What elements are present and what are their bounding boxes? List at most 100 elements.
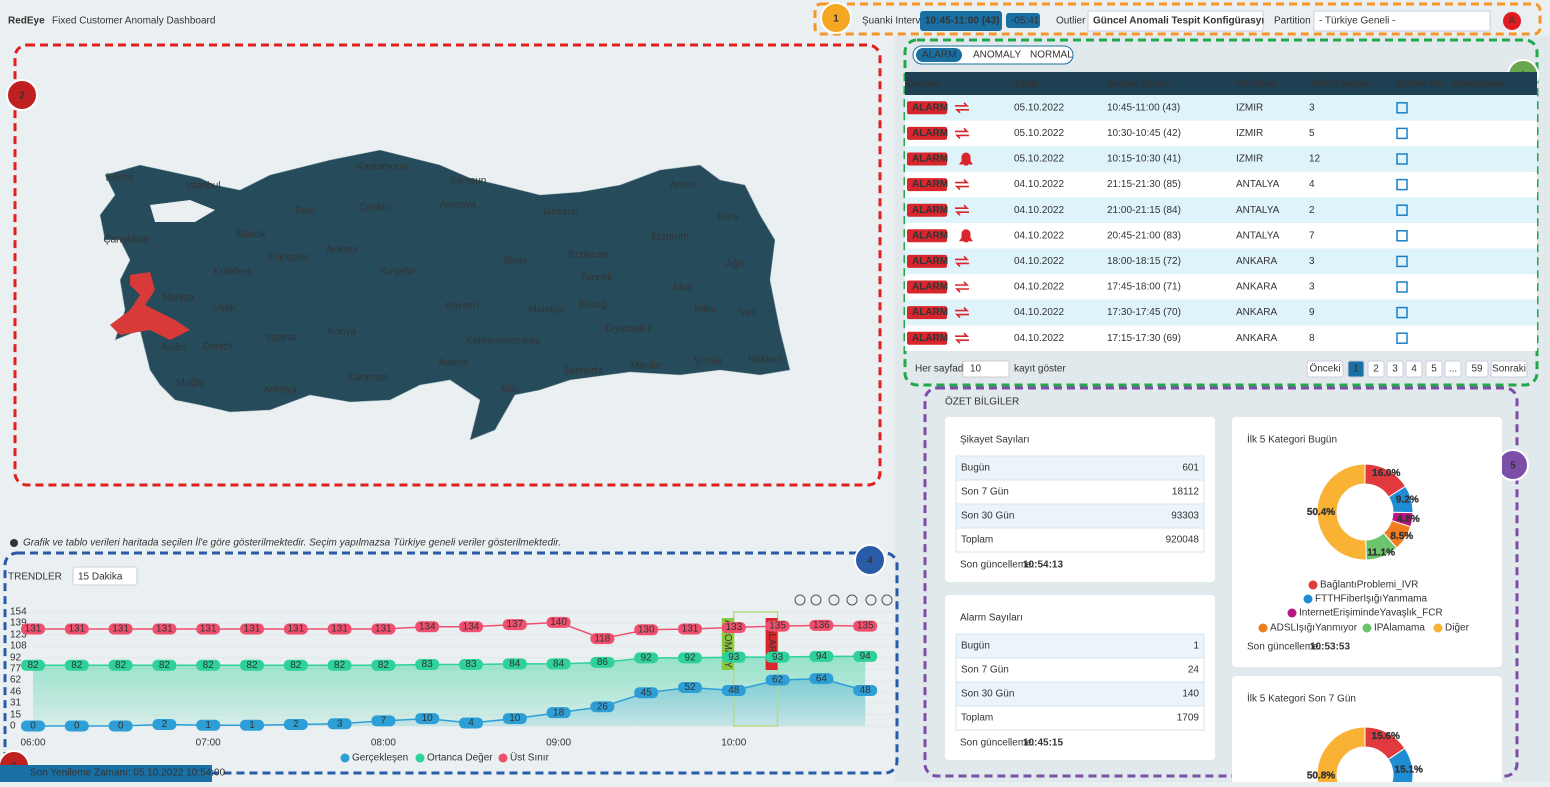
toolbar-icon[interactable] bbox=[810, 594, 822, 606]
page-button[interactable] bbox=[1405, 360, 1423, 378]
province-label[interactable]: Antalya bbox=[263, 385, 297, 396]
page-button[interactable] bbox=[1425, 360, 1443, 378]
page-link[interactable]: 59 bbox=[1471, 364, 1483, 375]
tab[interactable]: NORMAL bbox=[1030, 50, 1073, 61]
legend-marker[interactable] bbox=[1287, 608, 1297, 618]
tab[interactable]: ANOMALY bbox=[973, 50, 1021, 61]
province-label[interactable]: Sivas bbox=[503, 256, 527, 267]
edit-icon[interactable] bbox=[1396, 178, 1408, 191]
province-label[interactable]: Amasya bbox=[440, 200, 477, 211]
page-link[interactable]: 1 bbox=[1353, 364, 1359, 375]
legend-label[interactable]: IPAlamama bbox=[1374, 623, 1425, 634]
province-label[interactable]: Hakkari bbox=[748, 355, 782, 366]
toolbar-icon[interactable] bbox=[846, 594, 858, 606]
donut-slice[interactable] bbox=[1387, 747, 1414, 787]
column-header[interactable]: Tarih bbox=[1014, 79, 1038, 90]
province-label[interactable]: Şanlıurfa bbox=[563, 366, 603, 377]
partition-select[interactable] bbox=[1313, 10, 1491, 32]
page-button[interactable] bbox=[1347, 360, 1365, 378]
province-label[interactable]: Van bbox=[739, 308, 756, 319]
page-link[interactable]: 5 bbox=[1431, 364, 1437, 375]
toolbar-icon[interactable] bbox=[794, 594, 806, 606]
province-label[interactable]: Diyarbakır bbox=[605, 324, 651, 335]
tab-active[interactable] bbox=[916, 48, 962, 62]
province-label[interactable]: Artvin bbox=[670, 180, 696, 191]
edit-icon[interactable] bbox=[1396, 102, 1408, 114]
legend-label[interactable]: Diğer bbox=[1445, 623, 1470, 634]
map-turkey[interactable] bbox=[99, 149, 791, 441]
province-label[interactable]: Eskişehir bbox=[268, 253, 309, 264]
legend-label[interactable]: BağlantıProblemi_IVR bbox=[1320, 580, 1418, 591]
legend-marker[interactable] bbox=[1362, 623, 1372, 633]
page-button[interactable] bbox=[1490, 360, 1528, 378]
province-label[interactable]: Tunceli bbox=[580, 273, 612, 284]
donut-slice[interactable] bbox=[1316, 463, 1367, 561]
edit-icon[interactable] bbox=[1396, 255, 1408, 268]
page-button[interactable] bbox=[1367, 360, 1385, 378]
column-header[interactable]: Partition bbox=[1236, 79, 1277, 90]
page-size[interactable]: 10 bbox=[970, 364, 982, 375]
page-link[interactable]: Sonraki bbox=[1492, 364, 1526, 375]
province-label[interactable]: Manisa bbox=[162, 293, 195, 304]
province-label[interactable]: Malatya bbox=[528, 305, 563, 316]
edit-icon[interactable] bbox=[1396, 127, 1408, 140]
legend-marker[interactable] bbox=[1258, 623, 1268, 633]
period-select[interactable] bbox=[72, 566, 138, 586]
province-label[interactable]: Bitlis bbox=[694, 305, 715, 316]
toolbar-icon[interactable] bbox=[865, 594, 877, 606]
province-label[interactable]: Erzincan bbox=[569, 250, 608, 261]
province-label[interactable]: Kırşehir bbox=[381, 267, 416, 278]
legend-label[interactable]: InternetErişimindeYavaşlık_FCR bbox=[1299, 608, 1443, 619]
province-label[interactable]: Bilecik bbox=[237, 230, 267, 241]
legend-label[interactable]: Ortanca Değer bbox=[427, 753, 493, 764]
page-button[interactable] bbox=[1386, 360, 1404, 378]
legend-label[interactable]: ADSLIşığıYanmıyor bbox=[1270, 623, 1358, 634]
edit-icon[interactable] bbox=[1396, 153, 1408, 165]
legend-label[interactable]: Üst Sınır bbox=[510, 752, 550, 764]
province-label[interactable]: Ağrı bbox=[726, 259, 744, 270]
province-label[interactable]: Kütahya bbox=[214, 267, 251, 278]
legend-label[interactable]: Gerçekleşen bbox=[352, 753, 408, 764]
province-label[interactable]: Giresun bbox=[543, 207, 578, 218]
legend-marker[interactable] bbox=[415, 753, 425, 763]
province-label[interactable]: Denizli bbox=[203, 342, 233, 353]
province-label[interactable]: Elazığ bbox=[579, 300, 607, 311]
province-label[interactable]: Muğla bbox=[176, 378, 204, 389]
province-label[interactable]: Bolu bbox=[295, 206, 315, 217]
map-izmir-selected[interactable] bbox=[110, 272, 190, 340]
province-label[interactable]: Kilis bbox=[501, 385, 519, 396]
legend-marker[interactable] bbox=[1308, 580, 1318, 590]
edit-icon[interactable] bbox=[1396, 204, 1408, 216]
edit-icon[interactable] bbox=[1396, 306, 1408, 319]
province-label[interactable]: Erzurum bbox=[651, 232, 689, 243]
province-label[interactable]: İstanbul bbox=[185, 179, 220, 192]
toolbar-icon[interactable] bbox=[828, 594, 840, 606]
province-label[interactable]: Mardin bbox=[631, 361, 662, 372]
province-label[interactable]: Çanakkale bbox=[103, 235, 151, 246]
donut-slice[interactable] bbox=[1316, 726, 1367, 787]
legend-marker[interactable] bbox=[340, 753, 350, 763]
province-label[interactable]: Kahramanmaraş bbox=[466, 336, 540, 347]
province-label[interactable]: Adana bbox=[439, 358, 468, 369]
province-label[interactable]: Kayseri bbox=[445, 301, 478, 312]
page-size-select[interactable] bbox=[962, 360, 1010, 378]
page-link[interactable]: Önceki bbox=[1309, 363, 1340, 375]
legend-marker[interactable] bbox=[1433, 623, 1443, 633]
province-label[interactable]: Konya bbox=[328, 327, 357, 338]
page-button[interactable] bbox=[1444, 360, 1462, 378]
legend-marker[interactable] bbox=[498, 753, 508, 763]
province-label[interactable]: Kastamonu bbox=[357, 162, 408, 173]
toolbar-icon[interactable] bbox=[881, 594, 893, 606]
province-label[interactable]: Aydın bbox=[161, 343, 186, 354]
province-label[interactable]: Karaman bbox=[348, 373, 389, 384]
page-link[interactable]: 2 bbox=[1373, 364, 1379, 375]
outlier-select[interactable] bbox=[1087, 10, 1264, 32]
partition-select-text[interactable]: - Türkiye Geneli - bbox=[1319, 16, 1396, 27]
province-label[interactable]: Uşak bbox=[213, 303, 237, 314]
province-label[interactable]: Muş bbox=[674, 283, 693, 294]
legend-marker[interactable] bbox=[1303, 594, 1313, 604]
page-button[interactable] bbox=[1465, 360, 1489, 378]
page-button[interactable] bbox=[1306, 360, 1344, 378]
province-label[interactable]: Ankara bbox=[326, 245, 358, 256]
province-label[interactable]: Çankırı bbox=[359, 203, 391, 214]
